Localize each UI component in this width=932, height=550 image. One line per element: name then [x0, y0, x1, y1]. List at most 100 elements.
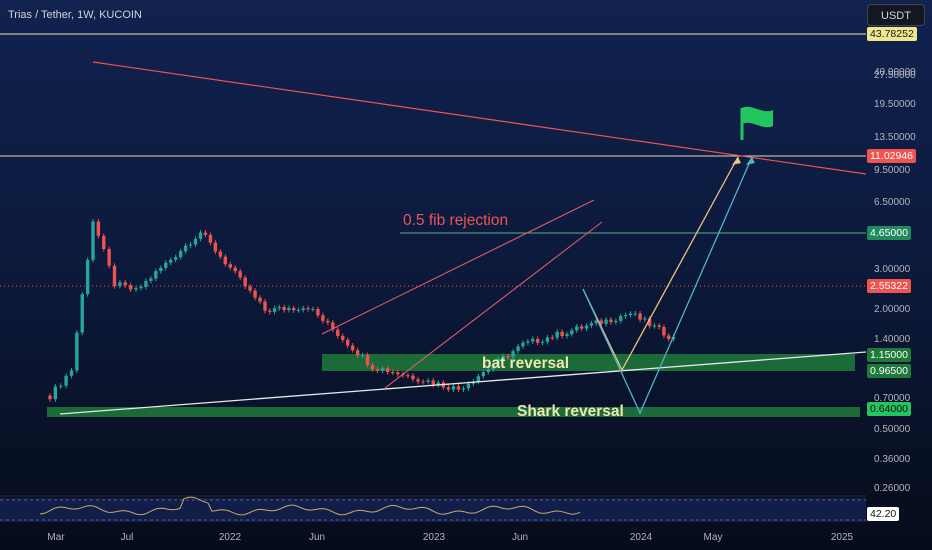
x-tick-label: May [703, 532, 723, 543]
candle-body [370, 365, 375, 370]
candle-body [134, 288, 138, 290]
candle-body [102, 235, 106, 249]
x-tick-label: 2025 [830, 532, 854, 543]
candle-body [662, 326, 666, 336]
candle-body [139, 286, 143, 289]
candle-body [355, 350, 360, 356]
candle-body [277, 307, 282, 309]
candle-body [69, 370, 74, 376]
candle-body [619, 316, 623, 321]
candle-body [178, 251, 183, 258]
candle-body [461, 388, 466, 390]
candle-body [218, 251, 223, 257]
candle-body [223, 256, 228, 265]
annotation-shark-reversal: Shark reversal [517, 403, 624, 420]
x-tick-label: Jun [511, 532, 529, 543]
candle-body [268, 310, 272, 312]
candle-body [531, 338, 535, 342]
annotation-fib-rejection: 0.5 fib rejection [403, 212, 509, 229]
candle-body [667, 335, 671, 340]
wedge-upper-line [321, 199, 595, 335]
candle-body [123, 282, 127, 286]
candle-body [64, 375, 68, 386]
candle-body [107, 248, 111, 266]
candle-body [657, 325, 661, 327]
candle-body [48, 395, 52, 400]
candle-body [272, 308, 277, 312]
candle-body [149, 278, 153, 281]
y-tick-label: 19.50000 [874, 99, 916, 110]
ascending-support-line [59, 351, 867, 415]
x-tick-label: 2022 [218, 532, 242, 543]
projection-arrowhead [732, 157, 741, 165]
candle-body [643, 318, 647, 320]
candle-body [545, 337, 550, 342]
candle-body [360, 355, 365, 357]
candle-body [248, 286, 252, 291]
y-tick-label: 0.36000 [874, 454, 911, 465]
shark-reversal-zone [47, 407, 860, 417]
candle-body [633, 313, 637, 315]
candle-body [647, 318, 652, 327]
candle-body [173, 257, 178, 260]
candle-body [183, 245, 188, 252]
projection-path-shark [582, 156, 753, 415]
candle-body [623, 315, 628, 317]
candle-body [263, 301, 267, 311]
candle-body [336, 329, 340, 336]
candle-body [316, 308, 320, 316]
candle-body [188, 244, 193, 246]
x-tick-label: Mar [47, 532, 65, 543]
candle-body [570, 330, 574, 335]
candle-body [614, 320, 618, 323]
candle-body [345, 339, 350, 346]
candle-body [421, 381, 425, 383]
candle-body [555, 331, 559, 338]
descending-resistance-line [92, 61, 867, 175]
candle-body [164, 262, 168, 268]
candle-body [203, 232, 208, 235]
candle-body [565, 334, 569, 337]
candle-body [228, 264, 232, 268]
x-tick-label: Jun [308, 532, 326, 543]
candle-body [496, 358, 500, 366]
candle-body [154, 271, 158, 279]
currency-button[interactable]: USDT [867, 4, 925, 26]
candle-body [243, 277, 247, 287]
candle-body [628, 313, 633, 316]
y-tick-label: 13.50000 [874, 132, 916, 143]
bat-reversal-zone [322, 354, 855, 371]
candle-body [540, 341, 545, 343]
rsi-band [0, 498, 866, 522]
candle-body [375, 369, 380, 371]
candle-body [306, 308, 310, 310]
candle-body [75, 332, 79, 371]
candle-body [112, 265, 117, 286]
candle-body [301, 308, 305, 310]
candle-body [80, 294, 84, 333]
annotation-bat-reversal: bat reversal [482, 355, 570, 372]
candle-body [291, 308, 296, 311]
candle-body [416, 379, 420, 382]
rsi-line [39, 496, 581, 516]
candle-body [128, 285, 133, 290]
candle-body [609, 319, 613, 323]
candle-body [476, 376, 481, 382]
price-tag: 2.55322 [867, 279, 911, 293]
y-tick-label: 27.50000 [874, 70, 916, 81]
candle-body [198, 232, 203, 239]
y-tick-label: 9.50000 [874, 165, 911, 176]
candle-body [311, 308, 315, 310]
candle-body [451, 386, 456, 390]
candle-body [326, 320, 330, 323]
candle-body [385, 368, 390, 373]
candle-body [208, 234, 213, 243]
candle-body [91, 221, 95, 260]
candle-body [321, 315, 325, 321]
candle-body [193, 238, 198, 245]
candle-body [426, 380, 430, 382]
candle-body [506, 356, 510, 358]
candle-body [282, 307, 286, 311]
candle-body [446, 387, 451, 390]
